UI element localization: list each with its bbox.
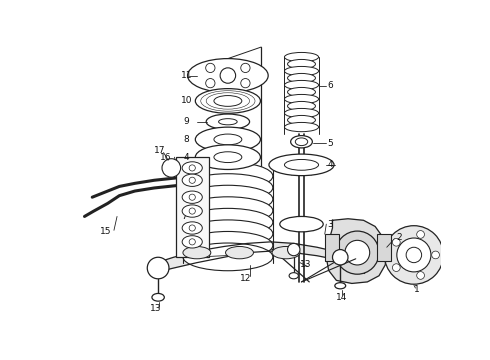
Circle shape <box>385 226 443 284</box>
Polygon shape <box>154 242 364 273</box>
Ellipse shape <box>285 159 318 170</box>
Ellipse shape <box>183 208 273 236</box>
Text: 12: 12 <box>240 274 251 283</box>
Ellipse shape <box>225 247 253 259</box>
Text: 15: 15 <box>100 228 112 237</box>
Text: 14: 14 <box>336 293 348 302</box>
Text: 4: 4 <box>327 160 333 169</box>
Ellipse shape <box>196 89 260 113</box>
Ellipse shape <box>183 231 273 259</box>
Circle shape <box>416 231 424 238</box>
Text: 8: 8 <box>184 135 190 144</box>
Circle shape <box>206 63 215 72</box>
Ellipse shape <box>152 293 164 301</box>
Bar <box>325 234 339 261</box>
Text: 5: 5 <box>327 139 333 148</box>
Circle shape <box>189 165 196 171</box>
Text: 6: 6 <box>327 81 333 90</box>
Ellipse shape <box>182 162 202 174</box>
Circle shape <box>345 240 369 265</box>
Ellipse shape <box>182 205 202 217</box>
Circle shape <box>333 249 348 265</box>
Circle shape <box>189 194 196 200</box>
Circle shape <box>416 271 424 279</box>
Circle shape <box>220 68 236 83</box>
Circle shape <box>206 78 215 88</box>
Ellipse shape <box>196 127 260 152</box>
Text: 1: 1 <box>414 285 419 294</box>
Ellipse shape <box>183 197 273 225</box>
Ellipse shape <box>272 247 300 259</box>
Ellipse shape <box>214 95 242 106</box>
Ellipse shape <box>183 174 273 202</box>
Ellipse shape <box>285 53 318 62</box>
Circle shape <box>241 78 250 88</box>
Text: 13: 13 <box>150 304 162 313</box>
Ellipse shape <box>285 67 318 76</box>
Ellipse shape <box>183 185 273 213</box>
Circle shape <box>392 264 400 271</box>
Ellipse shape <box>182 191 202 203</box>
Text: 17: 17 <box>154 147 166 156</box>
Ellipse shape <box>289 273 298 279</box>
Polygon shape <box>326 219 387 283</box>
Ellipse shape <box>280 216 323 232</box>
Ellipse shape <box>288 59 316 69</box>
Ellipse shape <box>285 122 318 132</box>
Text: 10: 10 <box>181 96 193 105</box>
Text: 9: 9 <box>184 117 190 126</box>
Circle shape <box>432 251 440 259</box>
Circle shape <box>241 63 250 72</box>
Ellipse shape <box>214 134 242 145</box>
Ellipse shape <box>285 94 318 104</box>
Ellipse shape <box>219 119 237 125</box>
Ellipse shape <box>288 102 316 111</box>
Ellipse shape <box>206 114 249 130</box>
Ellipse shape <box>288 116 316 125</box>
Ellipse shape <box>295 138 308 145</box>
Ellipse shape <box>288 73 316 83</box>
Text: 11: 11 <box>181 71 193 80</box>
Text: 16: 16 <box>160 153 171 162</box>
Ellipse shape <box>214 152 242 163</box>
Ellipse shape <box>183 247 211 259</box>
Ellipse shape <box>188 59 268 93</box>
Text: 13: 13 <box>300 260 312 269</box>
Ellipse shape <box>291 136 312 148</box>
Circle shape <box>397 238 431 272</box>
Text: 2: 2 <box>396 233 402 242</box>
Ellipse shape <box>196 145 260 170</box>
Ellipse shape <box>182 174 202 186</box>
Circle shape <box>147 257 169 279</box>
Circle shape <box>189 239 196 245</box>
Circle shape <box>162 159 181 177</box>
Ellipse shape <box>182 222 202 234</box>
Text: 3: 3 <box>327 220 333 229</box>
Circle shape <box>189 208 196 214</box>
Ellipse shape <box>285 108 318 118</box>
Ellipse shape <box>335 283 345 289</box>
Circle shape <box>336 231 379 274</box>
Circle shape <box>189 177 196 183</box>
Ellipse shape <box>183 162 273 190</box>
Text: 4: 4 <box>184 153 189 162</box>
Ellipse shape <box>269 154 334 176</box>
Ellipse shape <box>288 87 316 97</box>
Ellipse shape <box>285 80 318 90</box>
Ellipse shape <box>183 243 273 271</box>
Bar <box>377 234 392 261</box>
Circle shape <box>288 243 300 256</box>
Circle shape <box>189 225 196 231</box>
Ellipse shape <box>183 220 273 248</box>
Circle shape <box>392 238 400 246</box>
Circle shape <box>406 247 421 263</box>
Ellipse shape <box>182 236 202 248</box>
Text: 7: 7 <box>181 212 187 221</box>
Bar <box>176 157 209 257</box>
